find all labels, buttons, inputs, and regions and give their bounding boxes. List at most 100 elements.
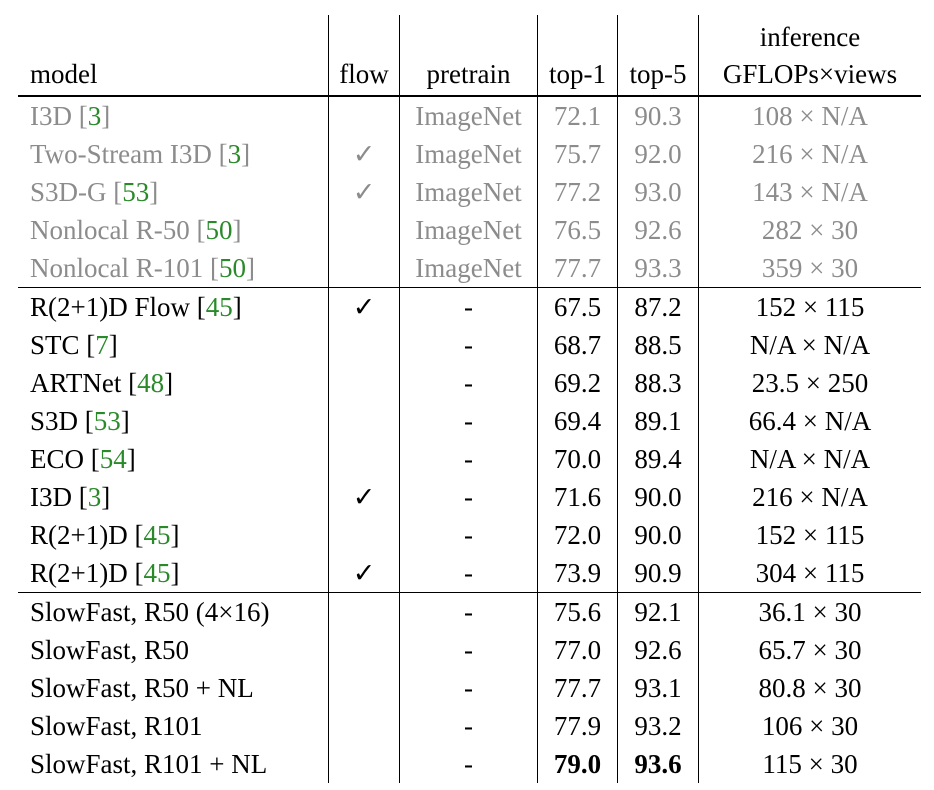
cell-text: 69.2	[553, 368, 602, 398]
cell-text: -	[464, 635, 473, 665]
table-cell: 90.9	[617, 554, 699, 593]
cell-text: 75.6	[553, 597, 602, 627]
table-cell: 72.1	[537, 96, 618, 135]
cell-text: -	[464, 749, 473, 779]
table-row: SlowFast, R50 - 77.0 92.6 65.7 × 30	[18, 631, 921, 669]
table-cell: -	[399, 440, 538, 478]
row-group: SlowFast, R50 (4×16) -75.6 92.1 36.1 × 30 Sl…	[18, 592, 922, 783]
cell-text: 282 × 30	[761, 215, 859, 245]
cell-text: 108 × N/A	[752, 101, 868, 131]
table-cell: 72.0	[537, 516, 618, 554]
cell-text: 216 × N/A	[752, 482, 868, 512]
table-row: S3D [53] - 69.4 89.1 66.4 × N/A	[18, 402, 921, 440]
table-cell: 80.8 × 30	[699, 669, 922, 707]
table-cell: 67.5	[537, 287, 618, 326]
table-row: Nonlocal R-101 [50] ImageNet 77.7 93.3 359 ×…	[18, 249, 921, 288]
table-cell: 92.1	[617, 592, 699, 631]
table-cell: ✓	[328, 173, 400, 211]
cell-text: ImageNet	[415, 253, 522, 283]
cell-text: 106 × 30	[761, 711, 859, 741]
table-cell: 76.5	[537, 211, 618, 249]
table-cell: -	[399, 745, 538, 783]
model-name: S3D [53]	[30, 406, 130, 436]
table-row: STC [7] - 68.7 88.5 N/A × N/A	[18, 326, 921, 364]
table-header: model flow pretrain top-1 top-5 inference GFLO…	[18, 15, 921, 96]
cell-text: 304 × 115	[755, 558, 865, 588]
model-name: R(2+1)D Flow [45]	[30, 292, 242, 322]
table-cell: ImageNet	[399, 135, 538, 173]
table-cell	[328, 592, 400, 631]
model-name: Nonlocal R-101 [50]	[30, 253, 255, 283]
cell-text: N/A × N/A	[749, 330, 871, 360]
row-group: R(2+1)D Flow [45] ✓ - 67.5 87.2 152 × 115 STC …	[18, 287, 921, 593]
table-cell: 115 × 30	[699, 745, 922, 783]
table-cell: 65.7 × 30	[699, 631, 922, 669]
cell-text: 90.3	[634, 101, 682, 131]
cell-text: 89.1	[634, 406, 682, 436]
cell-text: 90.9	[634, 558, 682, 588]
table-cell: 152 × 115	[699, 516, 922, 554]
cell-text: 90.0	[634, 520, 682, 550]
table-cell: -	[399, 478, 538, 516]
table-cell: -	[399, 592, 538, 631]
cell-text: -	[464, 520, 473, 550]
header-text: GFLOPs×views	[722, 59, 898, 89]
table-cell: -	[399, 516, 538, 554]
cell-text: 65.7 × 30	[758, 635, 862, 665]
table-row: R(2+1)D [45] ✓ - 73.9 90.9 304 × 115	[18, 554, 921, 593]
header-cell: top-5	[617, 15, 699, 96]
cell-text: 359 × 30	[761, 253, 859, 283]
cell-text: ✓	[352, 177, 376, 207]
cell-text: 88.5	[634, 330, 682, 360]
table-cell: 90.0	[617, 478, 699, 516]
table-cell: 87.2	[617, 287, 699, 326]
model-name: SlowFast, R101	[30, 711, 203, 741]
table-cell: N/A × N/A	[699, 440, 922, 478]
citation: 3	[87, 482, 102, 512]
table-cell: 88.5	[617, 326, 699, 364]
model-name: ARTNet [48]	[30, 368, 174, 398]
table-cell: 90.3	[617, 96, 699, 135]
table-cell: -	[399, 326, 538, 364]
table-cell: 92.0	[617, 135, 699, 173]
header-cell: flow	[328, 15, 400, 96]
table-cell: 66.4 × N/A	[699, 402, 922, 440]
table-cell	[328, 364, 400, 402]
cell-text: 152 × 115	[755, 292, 865, 322]
table-cell: ✓	[328, 478, 400, 516]
table-row: SlowFast, R50 + NL - 77.7 93.1 80.8 × 30	[18, 669, 921, 707]
table-row: R(2+1)D [45] - 72.0 90.0 152 × 115	[18, 516, 921, 554]
table-cell: 77.2	[537, 173, 618, 211]
table-cell: 216 × N/A	[699, 135, 922, 173]
model-name: I3D [3]	[30, 101, 111, 131]
cell-text: 89.4	[634, 444, 682, 474]
table-cell: 89.4	[617, 440, 699, 478]
table-cell: ImageNet	[399, 211, 538, 249]
table-cell: 108 × N/A	[699, 96, 922, 135]
table-cell: 77.9	[537, 707, 618, 745]
table-cell: 75.6	[537, 592, 618, 631]
cell-text: 71.6	[553, 482, 602, 512]
table-cell	[328, 707, 400, 745]
cell-text: ImageNet	[415, 139, 522, 169]
cell-text: -	[464, 292, 473, 322]
table-cell: -	[399, 364, 538, 402]
cell-text: 143 × N/A	[752, 177, 868, 207]
cell-text: 92.1	[634, 597, 682, 627]
citation: 3	[227, 139, 242, 169]
table-row: S3D-G [53] ✓ ImageNet 77.2 93.0 143 × N/A	[18, 173, 921, 211]
table-row: I3D [3] ImageNet 72.1 90.3 108 × N/A	[18, 96, 921, 135]
table-row: ECO [54] - 70.0 89.4 N/A × N/A	[18, 440, 921, 478]
table-cell: ✓	[328, 554, 400, 593]
table-cell: 90.0	[617, 516, 699, 554]
table-cell: SlowFast, R50 + NL	[18, 669, 329, 707]
cell-text: ImageNet	[415, 101, 522, 131]
citation: 3	[87, 101, 102, 131]
table-cell: 93.3	[617, 249, 699, 288]
cell-text: ImageNet	[415, 177, 522, 207]
table-cell: 106 × 30	[699, 707, 922, 745]
table-cell	[328, 326, 400, 364]
table-cell: Nonlocal R-101 [50]	[18, 249, 329, 288]
citation: 50	[205, 215, 233, 245]
